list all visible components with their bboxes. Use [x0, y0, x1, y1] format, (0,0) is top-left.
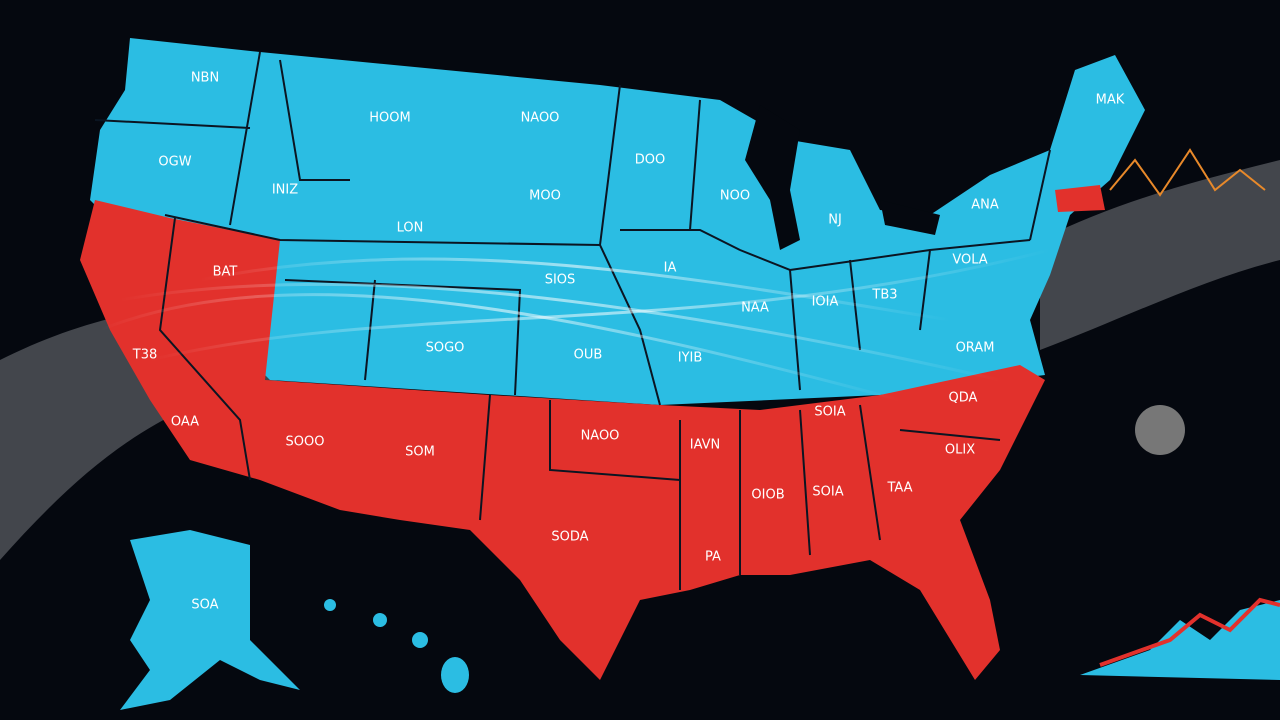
state-label: HOOM — [369, 111, 410, 126]
state-label: INIZ — [272, 183, 298, 198]
lake — [880, 200, 940, 235]
bottom-graphic-line — [1099, 597, 1280, 667]
state-label: NAOO — [581, 429, 620, 444]
bottom-graphic — [1080, 600, 1280, 680]
trend-line — [1109, 148, 1266, 197]
state-label: SOGO — [426, 341, 465, 356]
state-label: NAOO — [521, 111, 560, 126]
state-label: BAT — [213, 265, 238, 280]
state-label: ORAM — [956, 341, 995, 356]
state-label: SOM — [405, 445, 435, 460]
northern-states — [90, 38, 1145, 405]
state-label: NAA — [741, 301, 769, 316]
state-label: DOO — [635, 153, 665, 168]
state-label: MAK — [1096, 93, 1125, 108]
southern-states — [80, 200, 1045, 680]
state-label: IAVN — [690, 438, 721, 453]
state-label: OUB — [574, 348, 603, 363]
hawaii — [324, 599, 469, 693]
state-label: SOIA — [814, 405, 845, 420]
state-label: OGW — [158, 155, 191, 170]
state-label: LON — [397, 221, 424, 236]
state-label: PA — [705, 550, 721, 565]
state-label: OIOB — [751, 488, 784, 503]
state-label: T38 — [132, 348, 157, 363]
state-label: IA — [664, 261, 677, 276]
state-label: MOO — [529, 189, 561, 204]
state-label: TB3 — [871, 288, 897, 303]
state-label: NOO — [720, 189, 750, 204]
state-label: QDA — [949, 391, 978, 406]
state-label: OAA — [171, 415, 199, 430]
state-label: OLIX — [945, 443, 975, 458]
lake — [745, 105, 800, 250]
state-label: IYIB — [678, 351, 703, 366]
state-label: SODA — [551, 530, 588, 545]
pie-icon — [1135, 405, 1185, 455]
state-label: IOIA — [812, 295, 839, 310]
state-label: NJ — [828, 213, 842, 228]
state-label: SOIA — [812, 485, 843, 500]
state-label: TAA — [886, 481, 912, 496]
right-band — [1040, 160, 1280, 350]
glow-streaks — [99, 248, 1051, 402]
state-label: SOOO — [286, 435, 325, 450]
alaska — [120, 530, 300, 710]
state-label: VOLA — [952, 253, 987, 268]
northeast-red-state — [1055, 185, 1105, 212]
state-label: SIOS — [545, 273, 576, 288]
state-label: NBN — [191, 71, 219, 86]
state-label: ANA — [971, 198, 999, 213]
state-label: SOA — [191, 598, 218, 613]
